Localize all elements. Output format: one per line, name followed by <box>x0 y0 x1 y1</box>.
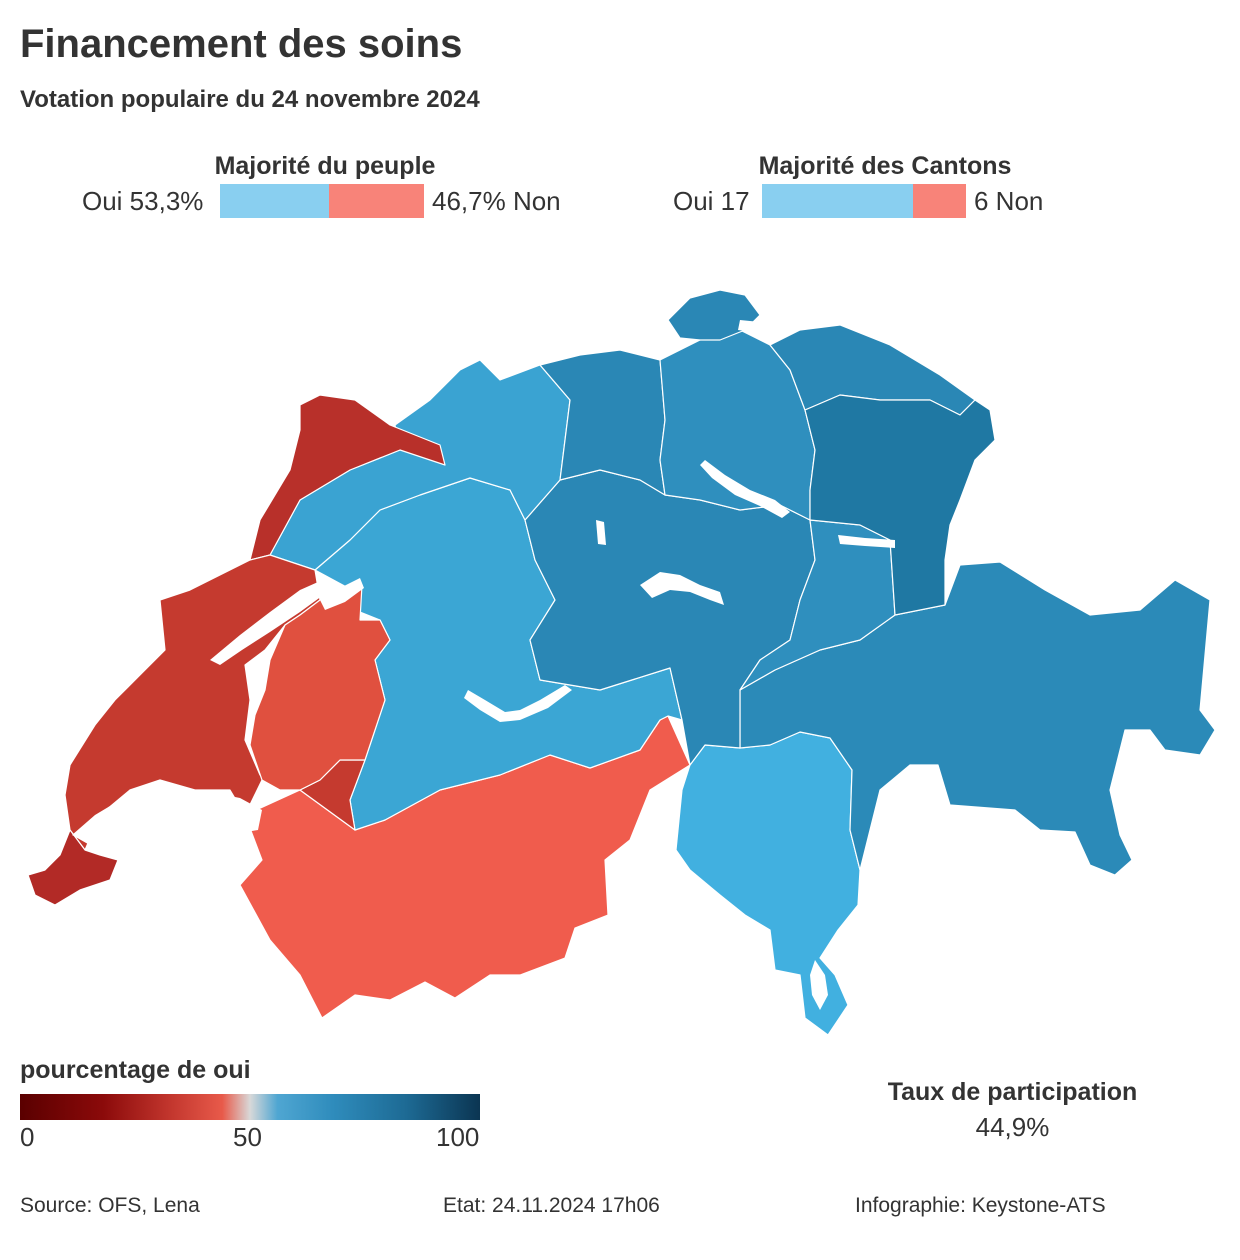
lake-walen <box>838 535 895 548</box>
region-graubuenden <box>739 561 1216 876</box>
lake-sempach <box>596 520 606 545</box>
peuple-oui-label: Oui 53,3% <box>82 186 204 216</box>
turnout-value: 44,9% <box>975 1112 1050 1142</box>
cantons-oui-bar <box>762 184 913 218</box>
peuple-non-label: 46,7% Non <box>432 186 561 216</box>
cantons-non-bar <box>913 184 966 218</box>
switzerland-map <box>27 289 1216 1036</box>
lake-constance <box>738 320 780 336</box>
region-ticino <box>675 731 861 1036</box>
legend-tick-50: 50 <box>233 1122 262 1152</box>
legend-color-scale <box>20 1094 480 1120</box>
peuple-majority-title: Majorité du peuple <box>214 152 436 180</box>
turnout-title: Taux de participation <box>887 1078 1138 1106</box>
footer-etat: Etat: 24.11.2024 17h06 <box>443 1194 660 1217</box>
footer-infographie: Infographie: Keystone-ATS <box>855 1194 1106 1217</box>
lake-neuchatel <box>210 582 322 665</box>
chart-title: Financement des soins <box>20 22 463 66</box>
region-fribourg <box>249 584 391 791</box>
region-st-gallen <box>804 394 996 616</box>
legend-title: pourcentage de oui <box>20 1056 251 1084</box>
lake-lucerne <box>640 572 724 605</box>
legend-tick-0: 0 <box>20 1122 35 1152</box>
chart-subtitle: Votation populaire du 24 novembre 2024 <box>20 86 480 113</box>
footer-source: Source: OFS, Lena <box>20 1194 200 1217</box>
lake-thun-brienz <box>464 685 572 722</box>
region-geneva <box>27 829 119 906</box>
legend-tick-100: 100 <box>436 1122 480 1152</box>
lake-maggiore <box>810 960 828 1010</box>
cantons-majority-title: Majorité des Cantons <box>758 152 1012 180</box>
lake-geneva <box>72 790 262 848</box>
lake-biel <box>320 578 364 610</box>
peuple-non-bar <box>329 184 424 218</box>
peuple-oui-bar <box>220 184 329 218</box>
lake-zurich <box>700 460 790 518</box>
cantons-oui-label: Oui 17 <box>673 186 750 216</box>
cantons-non-label: 6 Non <box>974 186 1044 216</box>
region-neuchatel <box>249 394 446 561</box>
